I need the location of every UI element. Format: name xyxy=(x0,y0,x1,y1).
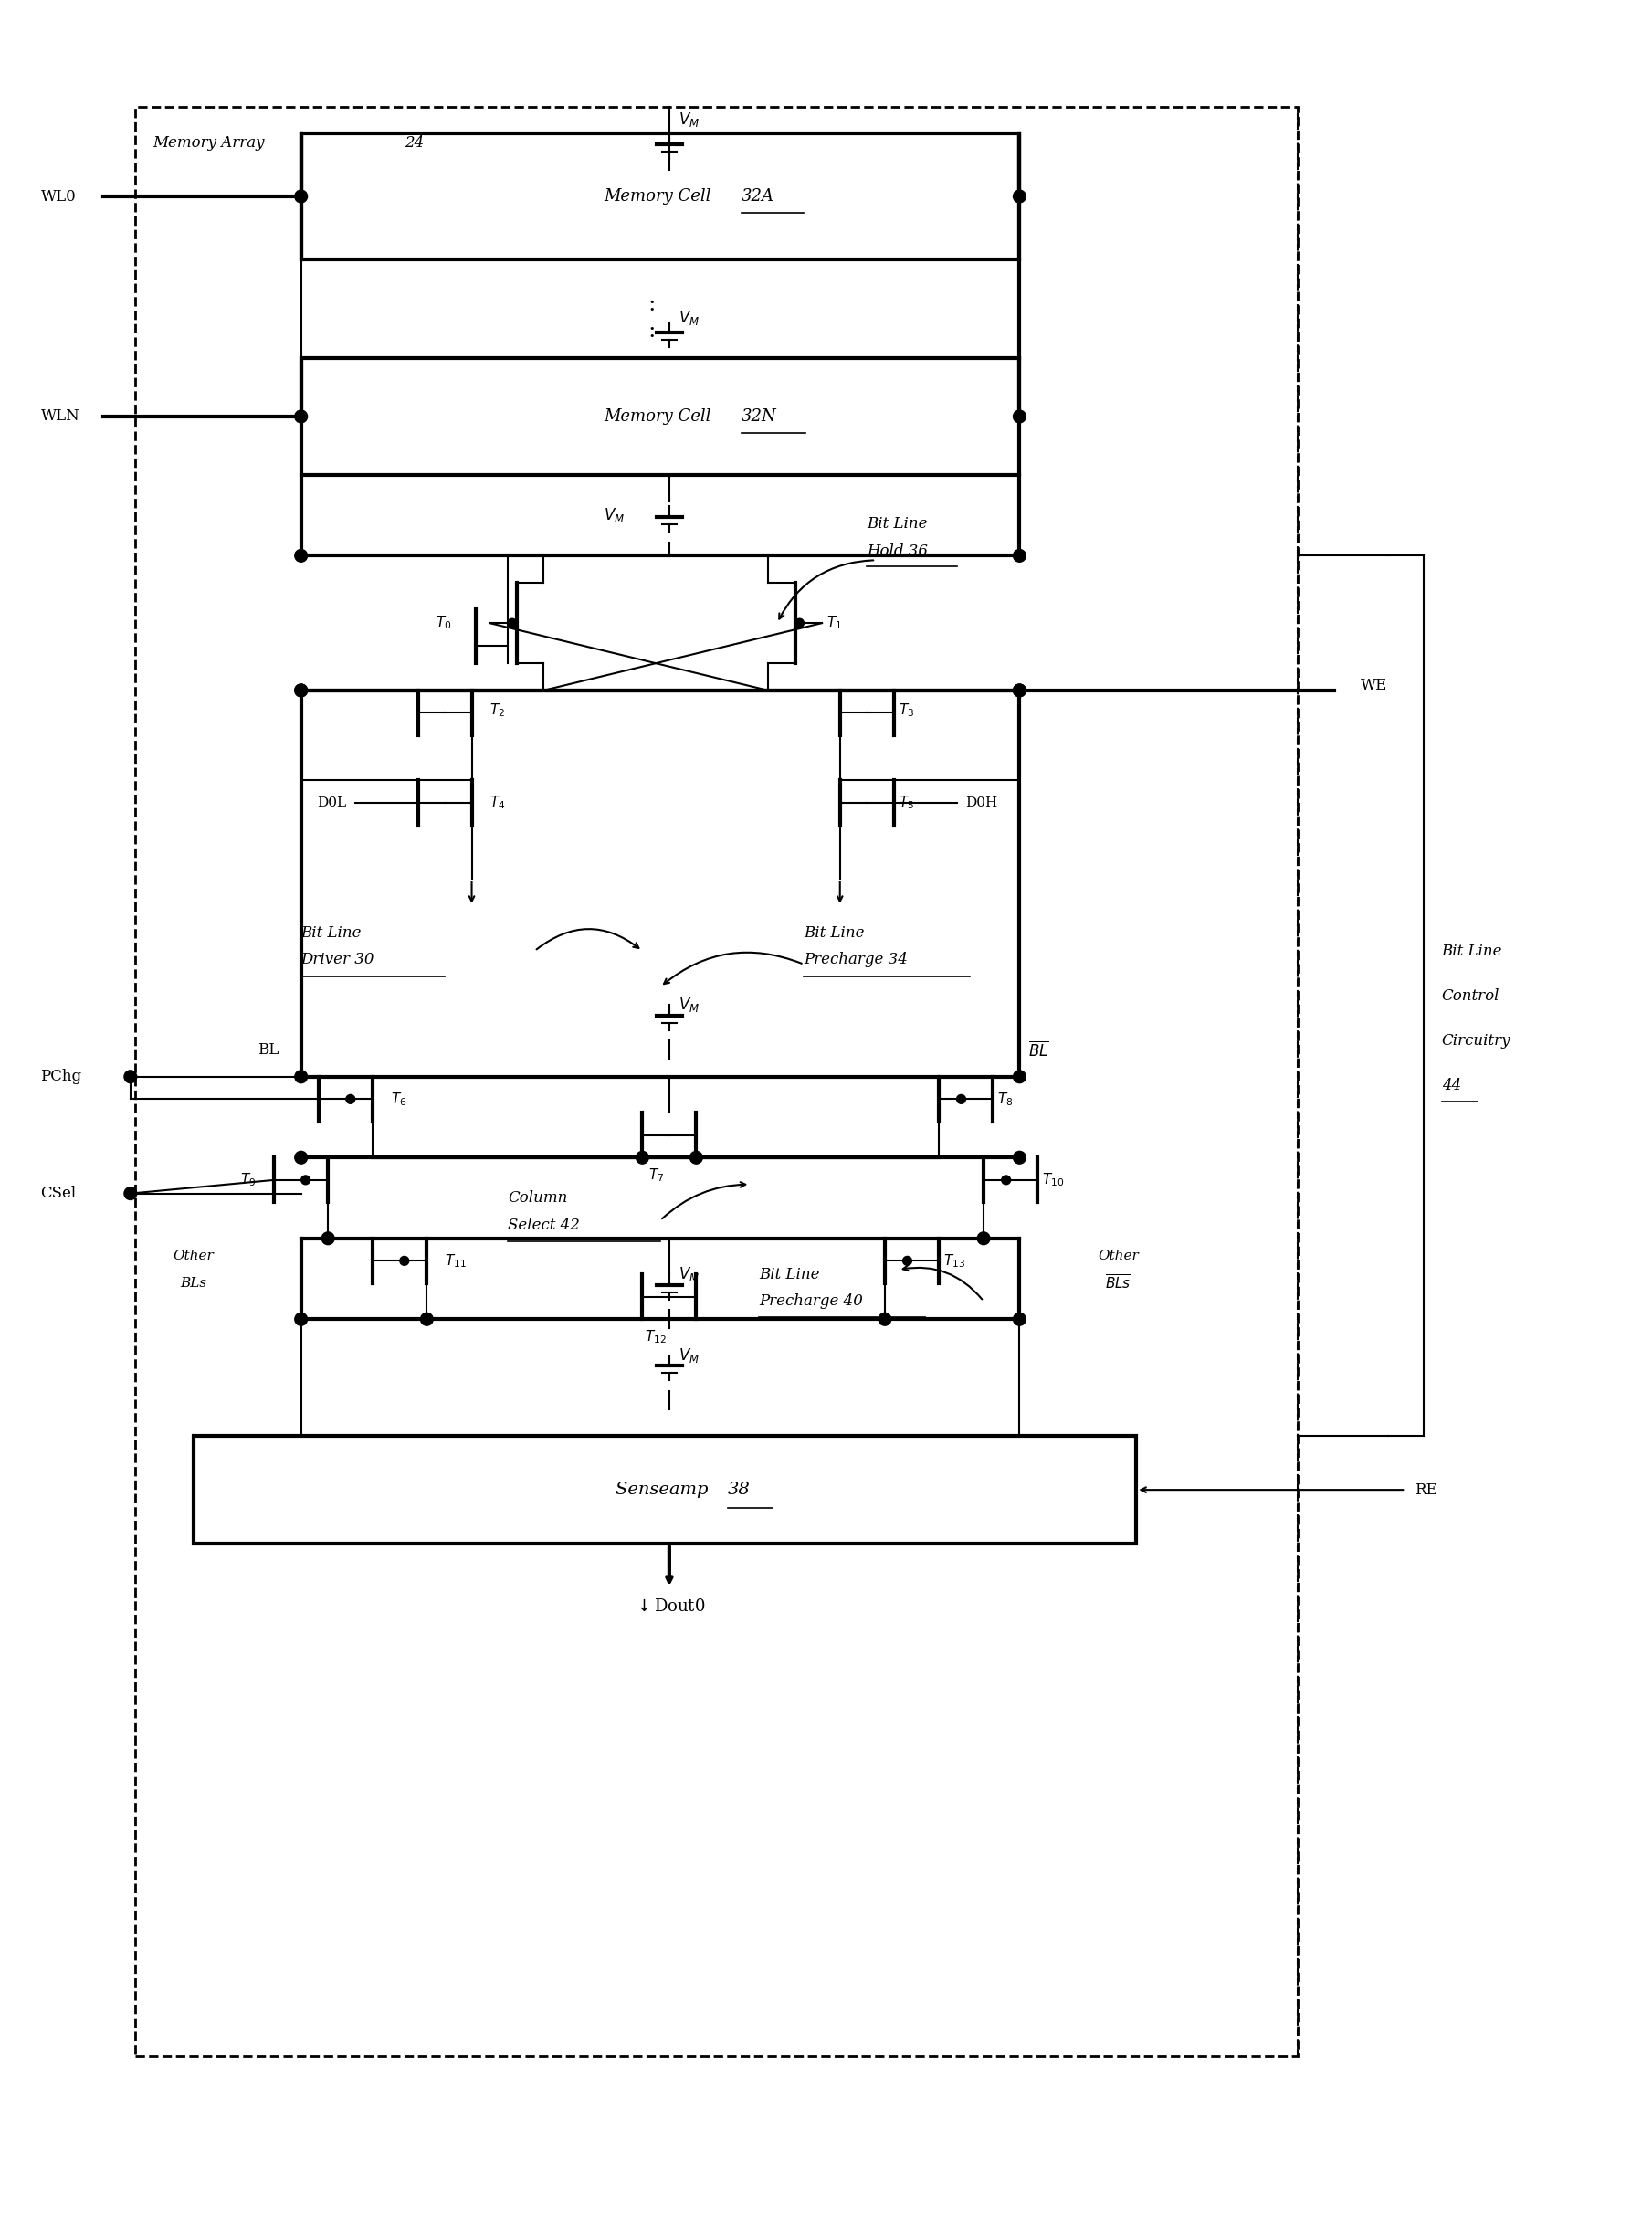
Circle shape xyxy=(294,1152,307,1163)
Text: $T_{11}$: $T_{11}$ xyxy=(444,1252,466,1270)
Text: $V_M$: $V_M$ xyxy=(679,112,699,130)
Text: Precharge 34: Precharge 34 xyxy=(805,953,909,968)
Text: $V_M$: $V_M$ xyxy=(603,505,624,525)
Circle shape xyxy=(1013,550,1026,561)
Text: 38: 38 xyxy=(727,1482,750,1498)
Circle shape xyxy=(294,1071,307,1082)
Text: $T_7$: $T_7$ xyxy=(648,1167,664,1185)
Text: $T_6$: $T_6$ xyxy=(392,1091,406,1107)
Text: $T_1$: $T_1$ xyxy=(826,615,843,631)
Text: $T_3$: $T_3$ xyxy=(899,702,914,718)
Text: :: : xyxy=(648,293,656,315)
Circle shape xyxy=(421,1313,433,1326)
Text: $T_0$: $T_0$ xyxy=(436,615,451,631)
Text: Other: Other xyxy=(173,1250,213,1263)
Text: 32N: 32N xyxy=(742,409,776,425)
Text: $T_{10}$: $T_{10}$ xyxy=(1042,1172,1064,1190)
Text: $V_M$: $V_M$ xyxy=(679,1346,699,1364)
Text: $T_2$: $T_2$ xyxy=(489,702,506,718)
Text: $V_M$: $V_M$ xyxy=(679,309,699,326)
Circle shape xyxy=(795,619,805,628)
Text: Hold 36: Hold 36 xyxy=(867,543,928,559)
Text: Bit Line: Bit Line xyxy=(301,926,362,941)
Text: Bit Line: Bit Line xyxy=(867,517,927,532)
Text: Driver 30: Driver 30 xyxy=(301,953,375,968)
Circle shape xyxy=(1013,190,1026,203)
Text: Bit Line: Bit Line xyxy=(805,926,864,941)
Text: $T_9$: $T_9$ xyxy=(240,1172,256,1190)
Circle shape xyxy=(345,1096,355,1105)
Text: 24: 24 xyxy=(405,134,425,150)
Text: $T_4$: $T_4$ xyxy=(489,794,506,812)
Bar xyxy=(193,1436,1137,1543)
Circle shape xyxy=(294,1313,307,1326)
Circle shape xyxy=(1013,1071,1026,1082)
Text: Other: Other xyxy=(1099,1250,1138,1263)
Text: $T_8$: $T_8$ xyxy=(998,1091,1013,1107)
Circle shape xyxy=(294,684,307,698)
Text: $V_M$: $V_M$ xyxy=(679,995,699,1013)
Circle shape xyxy=(322,1232,334,1245)
Text: $\overline{BL}$: $\overline{BL}$ xyxy=(1029,1040,1049,1060)
Text: D0H: D0H xyxy=(966,796,998,809)
Text: D0L: D0L xyxy=(317,796,345,809)
Text: WL0: WL0 xyxy=(41,188,76,203)
Text: BLs: BLs xyxy=(180,1277,206,1290)
Circle shape xyxy=(1013,409,1026,423)
Circle shape xyxy=(957,1096,966,1105)
Circle shape xyxy=(294,550,307,561)
Circle shape xyxy=(301,1176,311,1185)
Circle shape xyxy=(1013,684,1026,698)
Text: Memory Array: Memory Array xyxy=(154,134,269,150)
Text: Control: Control xyxy=(1442,988,1500,1004)
Text: $\downarrow$Dout0: $\downarrow$Dout0 xyxy=(633,1599,705,1614)
Text: $T_{13}$: $T_{13}$ xyxy=(943,1252,965,1270)
Circle shape xyxy=(294,409,307,423)
Circle shape xyxy=(124,1187,137,1201)
Circle shape xyxy=(691,1152,702,1163)
Circle shape xyxy=(1013,1313,1026,1326)
Text: 32A: 32A xyxy=(742,188,775,206)
Text: RE: RE xyxy=(1414,1482,1437,1498)
Circle shape xyxy=(400,1257,408,1266)
Circle shape xyxy=(902,1257,912,1266)
Text: $T_5$: $T_5$ xyxy=(899,794,914,812)
Circle shape xyxy=(294,190,307,203)
Circle shape xyxy=(1013,1152,1026,1163)
Text: CSel: CSel xyxy=(41,1185,76,1201)
Text: $T_{12}$: $T_{12}$ xyxy=(644,1328,667,1346)
Text: 44: 44 xyxy=(1442,1078,1460,1093)
Text: Circuitry: Circuitry xyxy=(1442,1033,1510,1049)
Circle shape xyxy=(879,1313,890,1326)
Text: $V_M$: $V_M$ xyxy=(679,1266,699,1283)
Text: BL: BL xyxy=(258,1042,279,1058)
Bar xyxy=(301,358,1019,474)
Text: Bit Line: Bit Line xyxy=(758,1266,819,1281)
Text: Bit Line: Bit Line xyxy=(1442,944,1502,959)
Circle shape xyxy=(507,619,517,628)
Text: Memory Cell: Memory Cell xyxy=(605,409,717,425)
Circle shape xyxy=(1001,1176,1011,1185)
Circle shape xyxy=(978,1232,990,1245)
Text: WE: WE xyxy=(1361,678,1388,693)
Text: :: : xyxy=(648,320,656,342)
Circle shape xyxy=(294,684,307,698)
Circle shape xyxy=(1013,684,1026,698)
Bar xyxy=(135,107,1298,2055)
Text: Senseamp: Senseamp xyxy=(616,1482,714,1498)
Text: Memory Cell: Memory Cell xyxy=(605,188,717,206)
Text: Column: Column xyxy=(507,1190,567,1205)
Text: PChg: PChg xyxy=(41,1069,83,1084)
Bar xyxy=(301,134,1019,259)
Circle shape xyxy=(636,1152,649,1163)
Text: WLN: WLN xyxy=(41,409,79,425)
Text: Precharge 40: Precharge 40 xyxy=(758,1292,862,1308)
Text: $\overline{BLs}$: $\overline{BLs}$ xyxy=(1105,1275,1132,1292)
Text: Select 42: Select 42 xyxy=(507,1216,580,1232)
Circle shape xyxy=(124,1071,137,1082)
